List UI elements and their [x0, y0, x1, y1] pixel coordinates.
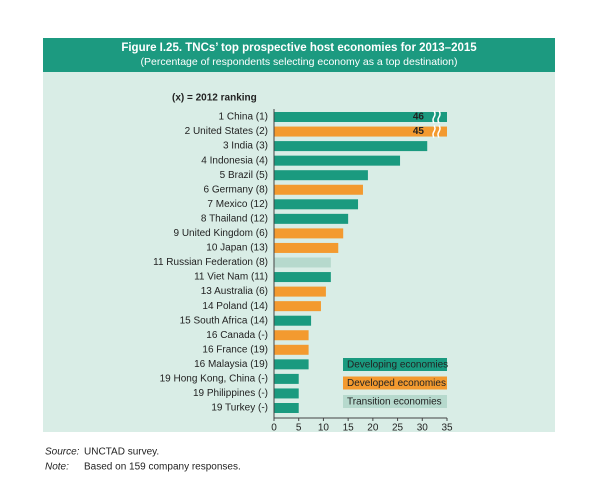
bar	[274, 301, 321, 312]
x-tick-label: 5	[296, 423, 302, 434]
legend-swatch	[343, 376, 447, 390]
category-label: 13 Australia (6)	[201, 286, 268, 297]
bar	[274, 315, 312, 326]
category-label: 3 India (3)	[223, 141, 268, 152]
category-label: 10 Japan (13)	[206, 243, 268, 254]
legend-swatch	[343, 395, 447, 408]
bar	[274, 199, 359, 210]
note: Based on 159 company responses.	[84, 462, 241, 473]
bar	[274, 141, 428, 152]
bar	[274, 403, 299, 413]
axis-break	[432, 110, 436, 124]
bar	[274, 213, 349, 224]
bar	[274, 373, 299, 384]
bar	[274, 170, 368, 181]
category-label: 4 Indonesia (4)	[201, 155, 268, 166]
x-tick-label: 25	[392, 423, 404, 434]
category-label: 5 Brazil (5)	[220, 170, 268, 181]
annotation: (x) = 2012 ranking	[172, 93, 257, 104]
bar	[274, 272, 331, 283]
category-label: 19 Philippines (-)	[193, 388, 268, 399]
x-tick-label: 35	[441, 423, 453, 434]
title-bar	[43, 38, 555, 72]
chart-title: Figure I.25. TNCs’ top prospective host …	[121, 42, 477, 54]
axis-break	[432, 125, 436, 138]
axis-break	[437, 125, 441, 138]
bar	[274, 286, 326, 297]
category-label: 7 Mexico (12)	[207, 199, 268, 210]
category-label: 9 United Kingdom (6)	[174, 228, 269, 239]
bar	[274, 112, 447, 122]
category-label: 1 China (1)	[219, 112, 268, 123]
category-label: 14 Poland (14)	[202, 301, 268, 312]
category-label: 19 Hong Kong, China (-)	[160, 374, 268, 385]
x-tick-label: 20	[367, 423, 379, 434]
x-tick-label: 10	[318, 423, 330, 434]
value-label: 46	[413, 112, 425, 123]
axis-break	[437, 110, 441, 124]
value-label: 45	[413, 126, 425, 137]
legend-label: Transition economies	[347, 397, 442, 408]
bar	[274, 242, 339, 253]
category-label: 2 United States (2)	[185, 126, 268, 137]
bar	[274, 257, 331, 268]
category-label: 8 Thailand (12)	[201, 213, 268, 224]
legend-label: Developed economies	[347, 378, 446, 389]
category-label: 15 South Africa (14)	[180, 315, 268, 326]
x-tick-label: 15	[343, 423, 355, 434]
category-label: 11 Viet Nam (11)	[194, 272, 268, 283]
x-tick-label: 0	[271, 423, 277, 434]
category-label: 16 France (19)	[202, 344, 268, 355]
bar	[274, 126, 447, 137]
source: UNCTAD survey.	[84, 447, 159, 458]
bar	[274, 184, 363, 195]
category-label: 11 Russian Federation (8)	[153, 257, 268, 268]
source-label: Source:	[45, 447, 80, 458]
bar	[274, 388, 299, 399]
bar	[274, 228, 344, 239]
category-label: 16 Malaysia (19)	[194, 359, 268, 370]
category-label: 19 Turkey (-)	[211, 403, 268, 414]
bar	[274, 359, 309, 370]
bar	[274, 344, 309, 355]
legend-label: Developing economies	[347, 360, 448, 371]
category-label: 6 Germany (8)	[204, 184, 268, 195]
bar	[274, 330, 309, 341]
category-label: 16 Canada (-)	[206, 330, 268, 341]
bar	[274, 155, 401, 166]
chart-subtitle: (Percentage of respondents selecting eco…	[141, 56, 458, 68]
note-label: Note:	[45, 462, 69, 473]
legend-swatch	[343, 358, 447, 371]
x-tick-label: 30	[417, 423, 429, 434]
